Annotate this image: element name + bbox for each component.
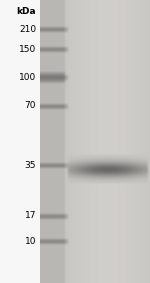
Text: 17: 17 <box>24 211 36 220</box>
Text: 10: 10 <box>24 237 36 245</box>
Text: 100: 100 <box>19 72 36 82</box>
Text: 35: 35 <box>24 160 36 170</box>
Text: 210: 210 <box>19 25 36 33</box>
Text: 70: 70 <box>24 102 36 110</box>
Text: kDa: kDa <box>16 8 36 16</box>
Text: 150: 150 <box>19 44 36 53</box>
